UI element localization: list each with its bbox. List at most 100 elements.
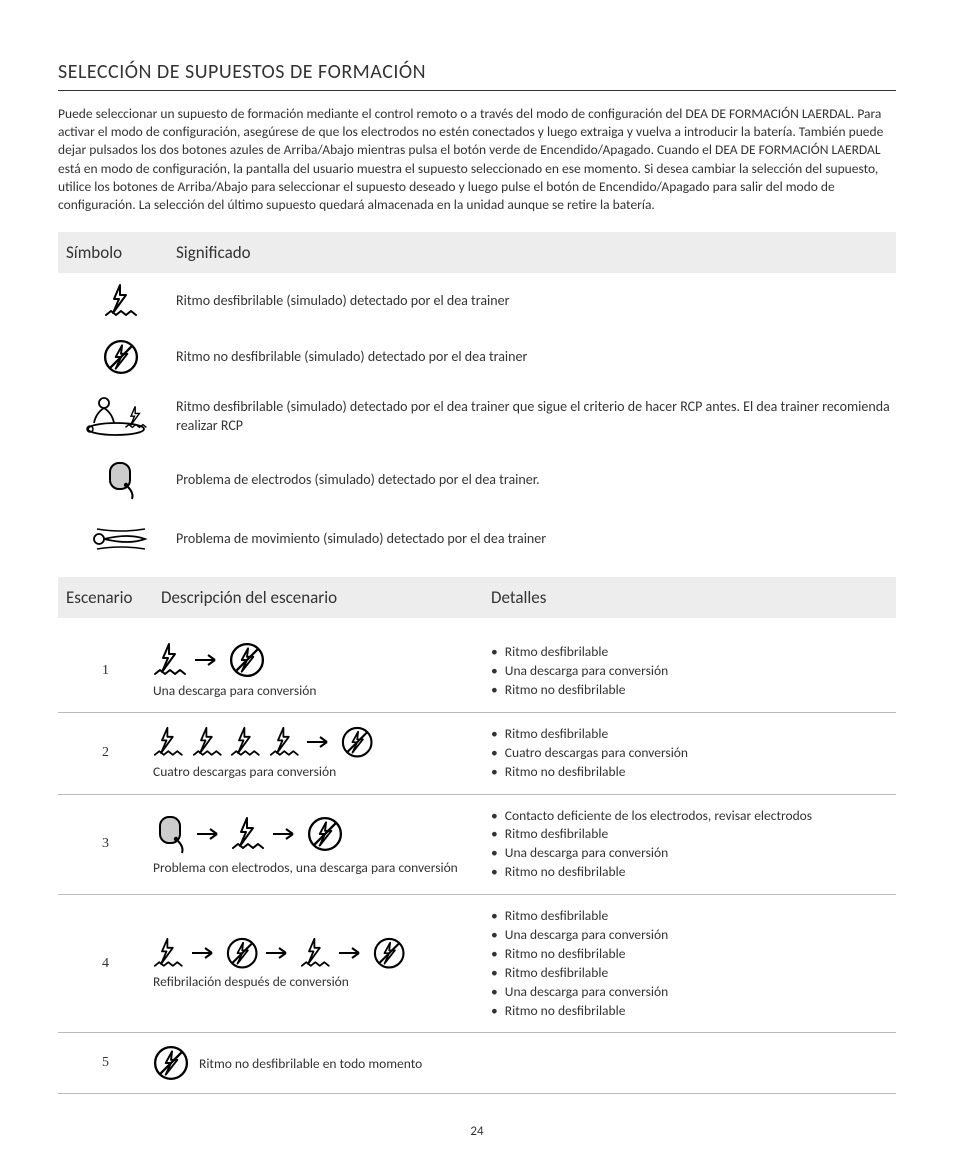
shock-icon (269, 726, 300, 758)
symbol-row: Problema de electrodos (simulado) detect… (58, 449, 896, 511)
detail-item: Ritmo desfibrilable (491, 825, 896, 844)
symbol-text: Ritmo desfibrilable (simulado) detectado… (176, 398, 896, 436)
symbol-row: Ritmo desfibrilable (simulado) detectado… (58, 273, 896, 329)
symbol-icon-cell (66, 459, 176, 501)
detail-item: Cuatro descargas para conversión (491, 744, 896, 763)
scenario-icons (153, 642, 463, 678)
symbol-icon-cell (66, 521, 176, 557)
symbol-table: Ritmo desfibrilable (simulado) detectado… (58, 273, 896, 567)
header-detalles: Detalles (491, 587, 888, 608)
scenario-row: 1 Una descarga para conversión Ritmo des… (58, 618, 896, 713)
header-desc: Descripción del escenario (161, 587, 491, 608)
detail-item: Contacto deficiente de los electrodos, r… (491, 807, 896, 826)
detail-item: Ritmo desfibrilable (491, 643, 896, 662)
scenario-desc: Una descarga para conversión (153, 642, 483, 700)
scenario-caption: Ritmo no desfibrilable en todo momento (199, 1055, 463, 1073)
header-meaning: Significado (176, 242, 888, 263)
detail-item: Ritmo no desfibrilable (491, 945, 896, 964)
scenario-number: 2 (58, 745, 153, 761)
scenario-number: 3 (58, 836, 153, 852)
scenario-number: 4 (58, 956, 153, 972)
detail-item: Ritmo no desfibrilable (491, 1002, 896, 1021)
scenario-desc: Ritmo no desfibrilable en todo momento (153, 1045, 483, 1081)
scenario-icons (153, 937, 463, 969)
detail-item: Una descarga para conversión (491, 983, 896, 1002)
scenario-number: 5 (58, 1055, 153, 1071)
detail-item: Una descarga para conversión (491, 844, 896, 863)
shock-icon (153, 726, 184, 758)
symbol-table-header: Símbolo Significado (58, 232, 896, 273)
scenario-number: 1 (58, 663, 153, 679)
scenario-desc: Problema con electrodos, una descarga pa… (153, 813, 483, 877)
arrow-icon (197, 828, 223, 840)
noshock-icon (307, 816, 343, 852)
scenario-icons (153, 813, 463, 855)
scenario-table-header: Escenario Descripción del escenario Deta… (58, 577, 896, 618)
scenario-details: Contacto deficiente de los electrodos, r… (483, 807, 896, 883)
symbol-icon-cell (66, 283, 176, 319)
page-number: 24 (58, 1124, 896, 1139)
scenario-desc: Cuatro descargas para conversión (153, 726, 483, 780)
symbol-text: Ritmo desfibrilable (simulado) detectado… (176, 292, 896, 311)
symbol-icon-cell (66, 339, 176, 375)
scenario-row: 3 Problema con electrodos, una descarga … (58, 795, 896, 896)
shock-icon (153, 642, 187, 678)
arrow-icon (266, 947, 292, 959)
intro-paragraph: Puede seleccionar un supuesto de formaci… (58, 105, 896, 214)
scenario-row: 5 Ritmo no desfibrilable en todo momento (58, 1033, 896, 1094)
pad-icon (103, 459, 139, 501)
noshock-icon (373, 937, 405, 969)
symbol-icon-cell (66, 395, 176, 439)
noshock-icon (229, 642, 265, 678)
scenario-caption: Refibrilación después de conversión (153, 973, 463, 991)
scenario-row: 4 Refibrilación después de conversión Ri… (58, 895, 896, 1033)
detail-item: Ritmo desfibrilable (491, 907, 896, 926)
detail-item: Ritmo desfibrilable (491, 964, 896, 983)
detail-item: Ritmo no desfibrilable (491, 863, 896, 882)
detail-item: Ritmo no desfibrilable (491, 763, 896, 782)
symbol-text: Problema de electrodos (simulado) detect… (176, 471, 896, 490)
symbol-text: Ritmo no desfibrilable (simulado) detect… (176, 348, 896, 367)
scenario-details: Ritmo desfibrilableUna descarga para con… (483, 643, 896, 700)
symbol-row: Ritmo no desfibrilable (simulado) detect… (58, 329, 896, 385)
shock-icon (192, 726, 223, 758)
scenario-details: Ritmo desfibrilableUna descarga para con… (483, 907, 896, 1020)
scenario-details-list: Ritmo desfibrilableCuatro descargas para… (483, 725, 896, 782)
shock-icon (300, 937, 331, 969)
scenario-caption: Cuatro descargas para conversión (153, 763, 463, 781)
noshock-icon (341, 726, 373, 758)
scenario-details-list: Ritmo desfibrilableUna descarga para con… (483, 907, 896, 1020)
scenario-table: 1 Una descarga para conversión Ritmo des… (58, 618, 896, 1094)
noshock-icon (153, 1045, 189, 1081)
arrow-icon (339, 947, 365, 959)
shock-icon (230, 726, 261, 758)
header-symbol: Símbolo (66, 242, 176, 263)
scenario-details: Ritmo desfibrilableCuatro descargas para… (483, 725, 896, 782)
symbol-text: Problema de movimiento (simulado) detect… (176, 530, 896, 549)
scenario-caption: Una descarga para conversión (153, 682, 463, 700)
arrow-icon (192, 947, 218, 959)
pad-icon (153, 813, 189, 855)
scenario-caption: Problema con electrodos, una descarga pa… (153, 859, 463, 877)
scenario-details-list: Ritmo desfibrilableUna descarga para con… (483, 643, 896, 700)
noshock-icon (103, 339, 139, 375)
detail-item: Ritmo no desfibrilable (491, 681, 896, 700)
symbol-row: Ritmo desfibrilable (simulado) detectado… (58, 385, 896, 449)
scenario-details-list: Contacto deficiente de los electrodos, r… (483, 807, 896, 883)
arrow-icon (195, 654, 221, 666)
shock-icon (231, 816, 265, 852)
scenario-desc: Refibrilación después de conversión (153, 937, 483, 991)
noshock-icon (226, 937, 258, 969)
detail-item: Ritmo desfibrilable (491, 725, 896, 744)
page-title: SELECCIÓN DE SUPUESTOS DE FORMACIÓN (58, 60, 896, 91)
detail-item: Una descarga para conversión (491, 662, 896, 681)
shock-icon (104, 283, 138, 319)
detail-item: Una descarga para conversión (491, 926, 896, 945)
scenario-row: 2 Cuatro descargas para conversión Ritmo… (58, 713, 896, 795)
arrow-icon (273, 828, 299, 840)
symbol-row: Problema de movimiento (simulado) detect… (58, 511, 896, 567)
motion-icon (91, 521, 151, 557)
cpr-icon (86, 395, 156, 439)
shock-icon (153, 937, 184, 969)
scenario-icons (153, 726, 463, 758)
